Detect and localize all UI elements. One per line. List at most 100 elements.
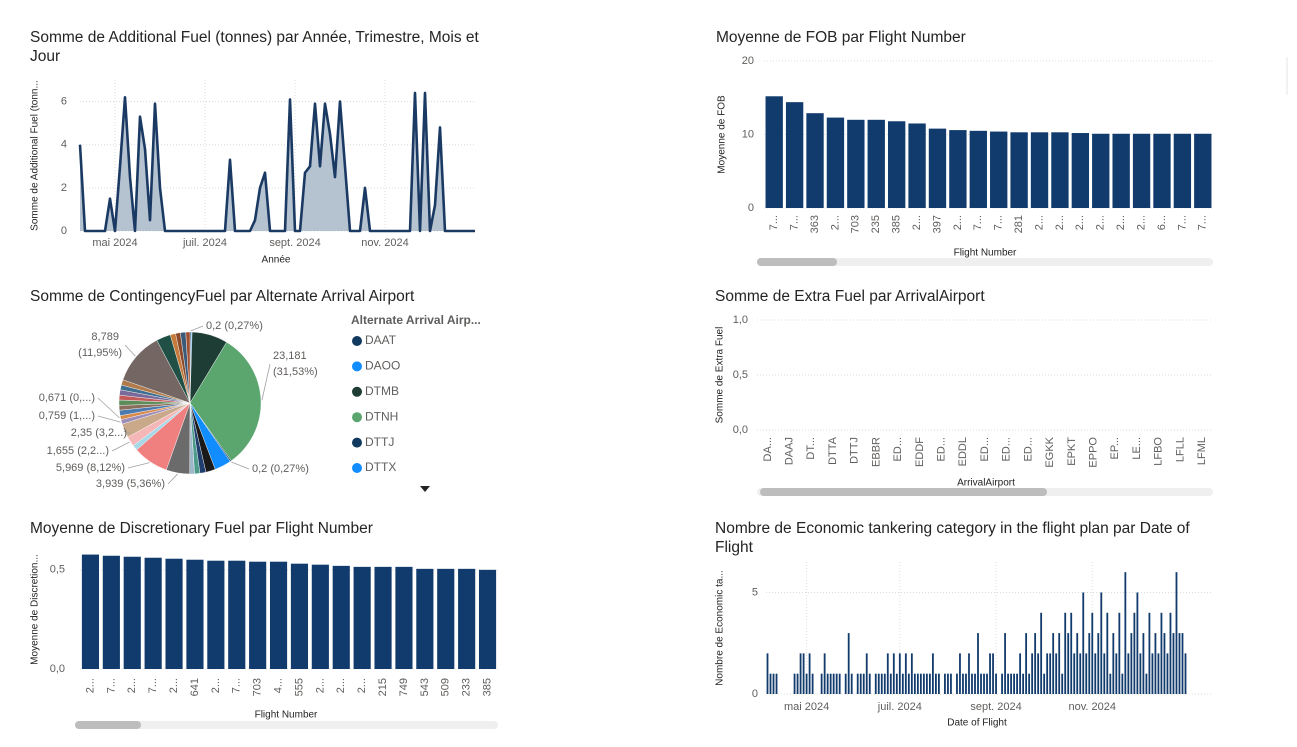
pie-slice bbox=[185, 331, 191, 404]
y-axis-title: Somme de Extra Fuel bbox=[715, 327, 726, 424]
bar bbox=[995, 673, 997, 694]
bar bbox=[769, 673, 772, 694]
x-tick-label: 7... bbox=[147, 678, 159, 693]
data-label: 1,655 (2,2...) bbox=[47, 445, 109, 457]
x-tick-label: ED... bbox=[892, 437, 904, 461]
bar bbox=[1194, 133, 1212, 208]
x-tick-label: 7... bbox=[972, 215, 984, 230]
leader-line bbox=[123, 430, 131, 434]
y-tick-label: 0 bbox=[752, 688, 758, 700]
bar bbox=[1073, 653, 1076, 694]
bar bbox=[962, 673, 964, 694]
x-tick-label: 2... bbox=[1054, 215, 1066, 230]
x-tick-label: 363 bbox=[809, 215, 821, 233]
bar bbox=[1070, 612, 1073, 694]
bar bbox=[820, 673, 823, 694]
bar bbox=[1010, 132, 1028, 208]
scrollbar-track[interactable] bbox=[757, 258, 1213, 266]
bar bbox=[1037, 653, 1040, 694]
bar bbox=[877, 673, 880, 694]
x-tick-label: 2... bbox=[1135, 215, 1147, 230]
bar bbox=[1115, 653, 1118, 694]
x-tick-label: 2... bbox=[829, 215, 841, 230]
y-tick-label: 0,5 bbox=[50, 564, 65, 576]
bar bbox=[207, 560, 225, 669]
bar bbox=[968, 653, 970, 694]
x-tick-label: ED... bbox=[979, 437, 991, 461]
bar bbox=[765, 96, 783, 208]
scrollbar-thumb[interactable] bbox=[760, 488, 1047, 496]
x-tick-label: 7... bbox=[105, 678, 117, 693]
bar bbox=[186, 559, 204, 669]
x-tick-label: 2... bbox=[168, 678, 180, 693]
bar bbox=[859, 673, 862, 694]
bar bbox=[865, 653, 868, 694]
bar bbox=[1064, 612, 1067, 694]
bar bbox=[1184, 653, 1187, 694]
bar bbox=[913, 673, 916, 694]
bar bbox=[887, 121, 906, 208]
y-tick-label: 20 bbox=[742, 55, 754, 67]
bar bbox=[971, 673, 973, 694]
scrollbar-thumb[interactable] bbox=[757, 258, 837, 266]
bar bbox=[1076, 633, 1079, 694]
bar bbox=[1118, 612, 1121, 694]
data-label: 8,789 (11,95%) bbox=[78, 331, 122, 359]
chart-title: Somme de Additional Fuel (tonnes) par An… bbox=[30, 29, 483, 65]
bar bbox=[1106, 612, 1109, 694]
bar bbox=[1136, 592, 1139, 694]
bar bbox=[965, 673, 967, 694]
bar bbox=[811, 673, 814, 694]
x-tick-label: mai 2024 bbox=[784, 701, 829, 713]
bar bbox=[1013, 673, 1015, 694]
x-tick-label: 233 bbox=[461, 678, 473, 696]
data-label: 23,181 (31,53%) bbox=[273, 350, 318, 378]
legend-marker bbox=[352, 463, 362, 473]
bar bbox=[969, 130, 987, 208]
x-tick-label: EBBR bbox=[870, 437, 882, 467]
chart-title: Nombre de Economic tankering category in… bbox=[715, 520, 1194, 556]
bar bbox=[1058, 633, 1061, 694]
chart-title: Somme de ContingencyFuel par Alternate A… bbox=[30, 288, 415, 305]
bar bbox=[850, 673, 853, 694]
bar bbox=[1031, 653, 1034, 694]
bar bbox=[868, 673, 871, 694]
x-tick-label: LFML bbox=[1196, 437, 1208, 465]
bar bbox=[928, 128, 947, 208]
bar bbox=[802, 653, 805, 694]
bar bbox=[793, 673, 796, 694]
y-tick-label: 6 bbox=[61, 95, 67, 107]
area-fill bbox=[80, 92, 475, 231]
bar bbox=[835, 673, 838, 694]
bar bbox=[867, 119, 885, 208]
y-tick-label: 0,0 bbox=[50, 663, 65, 675]
legend-scroll-arrow[interactable] bbox=[420, 486, 430, 492]
x-axis-title: Année bbox=[262, 255, 291, 266]
x-tick-label: 281 bbox=[1013, 215, 1025, 233]
bar bbox=[935, 673, 937, 694]
bar bbox=[1121, 673, 1124, 694]
bar bbox=[904, 653, 907, 694]
data-label: 3,939 (5,36%) bbox=[96, 478, 165, 490]
bar bbox=[437, 568, 455, 669]
scrollbar-thumb[interactable] bbox=[75, 721, 141, 729]
pie-slice bbox=[189, 341, 262, 462]
legend-marker bbox=[352, 437, 362, 448]
bar bbox=[1052, 633, 1055, 694]
bar bbox=[1109, 673, 1112, 694]
x-tick-label: juil. 2024 bbox=[877, 701, 922, 713]
bar bbox=[938, 673, 940, 694]
x-tick-label: 703 bbox=[252, 678, 264, 696]
y-axis-title: Somme de Additional Fuel (tonn... bbox=[30, 80, 41, 231]
legend-marker bbox=[352, 361, 362, 372]
leader-line bbox=[167, 473, 178, 485]
bar bbox=[928, 673, 931, 694]
x-tick-label: 2... bbox=[314, 678, 326, 693]
bar bbox=[1028, 673, 1031, 694]
bar bbox=[808, 653, 811, 694]
bar bbox=[796, 673, 799, 694]
bar bbox=[856, 673, 859, 694]
scrollbar-track[interactable] bbox=[75, 721, 498, 729]
line bbox=[78, 91, 475, 233]
